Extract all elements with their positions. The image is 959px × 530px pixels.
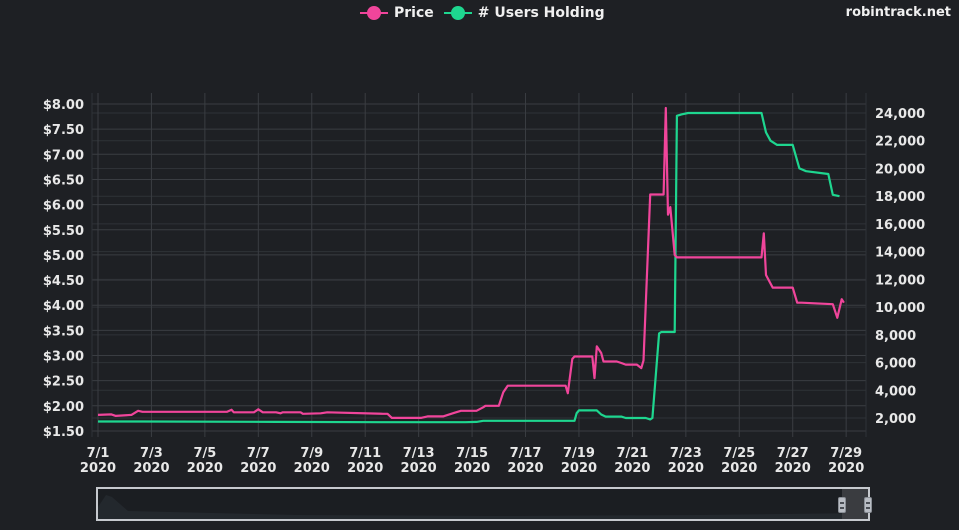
price-tick-label: $5.00 bbox=[43, 249, 84, 264]
legend-item-users-holding[interactable]: # Users Holding bbox=[443, 5, 605, 21]
date-tick-label: 7/17 bbox=[510, 446, 542, 461]
year-tick-label: 2020 bbox=[294, 461, 330, 476]
price-tick-label: $3.00 bbox=[43, 350, 84, 365]
brand-watermark: robintrack.net bbox=[845, 5, 951, 20]
navigator-series-preview bbox=[98, 495, 868, 519]
grid-lines bbox=[91, 93, 867, 437]
users-tick-label: 24,000 bbox=[875, 107, 925, 122]
date-tick-label: 7/19 bbox=[563, 446, 595, 461]
users-series-marker-icon bbox=[443, 6, 472, 20]
users-tick-label: 22,000 bbox=[875, 135, 925, 150]
users-tick-label: 8,000 bbox=[875, 329, 916, 344]
chart-plot[interactable]: $8.00 $7.50 $7.00 $6.50 $6.00 $5.50 $5.00 $4.50… bbox=[0, 0, 959, 487]
date-tick-label: 7/27 bbox=[777, 446, 809, 461]
date-axis: 7/120207/320207/520207/720207/920207/112… bbox=[80, 446, 864, 476]
price-tick-label: $2.50 bbox=[43, 375, 84, 390]
date-tick-label: 7/29 bbox=[830, 446, 862, 461]
users-tick-label: 14,000 bbox=[875, 246, 925, 261]
chart-legend: Price # Users Holding bbox=[360, 2, 605, 24]
date-tick-label: 7/1 bbox=[87, 446, 110, 461]
legend-item-price[interactable]: Price bbox=[360, 5, 434, 21]
year-tick-label: 2020 bbox=[347, 461, 383, 476]
price-tick-label: $3.50 bbox=[43, 324, 84, 339]
users-holding-line[interactable] bbox=[98, 111, 840, 424]
users-tick-label: 20,000 bbox=[875, 162, 925, 177]
price-tick-label: $6.00 bbox=[43, 199, 84, 214]
year-tick-label: 2020 bbox=[401, 461, 437, 476]
year-tick-label: 2020 bbox=[80, 461, 116, 476]
price-tick-label: $1.50 bbox=[43, 425, 84, 440]
legend-label-users-holding: # Users Holding bbox=[477, 5, 605, 21]
users-axis: 24,000 22,000 20,000 18,000 16,000 14,000 12,0… bbox=[875, 107, 925, 427]
users-tick-label: 4,000 bbox=[875, 384, 916, 399]
price-tick-label: $6.50 bbox=[43, 173, 84, 188]
navigator-left-handle-icon[interactable] bbox=[838, 497, 846, 513]
range-navigator[interactable] bbox=[96, 487, 872, 521]
price-tick-label: $8.00 bbox=[43, 98, 84, 113]
users-tick-label: 16,000 bbox=[875, 218, 925, 233]
date-tick-label: 7/15 bbox=[456, 446, 488, 461]
date-tick-label: 7/7 bbox=[247, 446, 270, 461]
legend-label-price: Price bbox=[394, 5, 434, 21]
date-tick-label: 7/3 bbox=[140, 446, 163, 461]
price-axis: $8.00 $7.50 $7.00 $6.50 $6.00 $5.50 $5.00 $4.50… bbox=[43, 98, 84, 440]
year-tick-label: 2020 bbox=[721, 461, 757, 476]
date-tick-label: 7/11 bbox=[349, 446, 381, 461]
year-tick-label: 2020 bbox=[133, 461, 169, 476]
year-tick-label: 2020 bbox=[240, 461, 276, 476]
users-tick-label: 6,000 bbox=[875, 357, 916, 372]
users-tick-label: 18,000 bbox=[875, 190, 925, 205]
price-tick-label: $7.50 bbox=[43, 123, 84, 138]
navigator-selected-range[interactable] bbox=[842, 489, 868, 519]
year-tick-label: 2020 bbox=[668, 461, 704, 476]
price-tick-label: $2.00 bbox=[43, 400, 84, 415]
year-tick-label: 2020 bbox=[454, 461, 490, 476]
price-series-marker-icon bbox=[360, 6, 388, 20]
year-tick-label: 2020 bbox=[828, 461, 864, 476]
year-tick-label: 2020 bbox=[775, 461, 811, 476]
price-tick-label: $4.00 bbox=[43, 299, 84, 314]
users-tick-label: 10,000 bbox=[875, 301, 925, 316]
year-tick-label: 2020 bbox=[187, 461, 223, 476]
users-tick-label: 2,000 bbox=[875, 412, 916, 427]
year-tick-label: 2020 bbox=[561, 461, 597, 476]
date-tick-label: 7/21 bbox=[616, 446, 648, 461]
year-tick-label: 2020 bbox=[614, 461, 650, 476]
date-tick-label: 7/5 bbox=[193, 446, 216, 461]
date-tick-label: 7/13 bbox=[403, 446, 435, 461]
price-tick-label: $4.50 bbox=[43, 274, 84, 289]
price-tick-label: $5.50 bbox=[43, 224, 84, 239]
date-tick-label: 7/25 bbox=[723, 446, 755, 461]
users-tick-label: 12,000 bbox=[875, 273, 925, 288]
date-tick-label: 7/23 bbox=[670, 446, 702, 461]
price-line[interactable] bbox=[97, 106, 845, 419]
year-tick-label: 2020 bbox=[507, 461, 543, 476]
navigator-right-handle-icon[interactable] bbox=[864, 497, 872, 513]
price-tick-label: $7.00 bbox=[43, 148, 84, 163]
date-tick-label: 7/9 bbox=[300, 446, 323, 461]
